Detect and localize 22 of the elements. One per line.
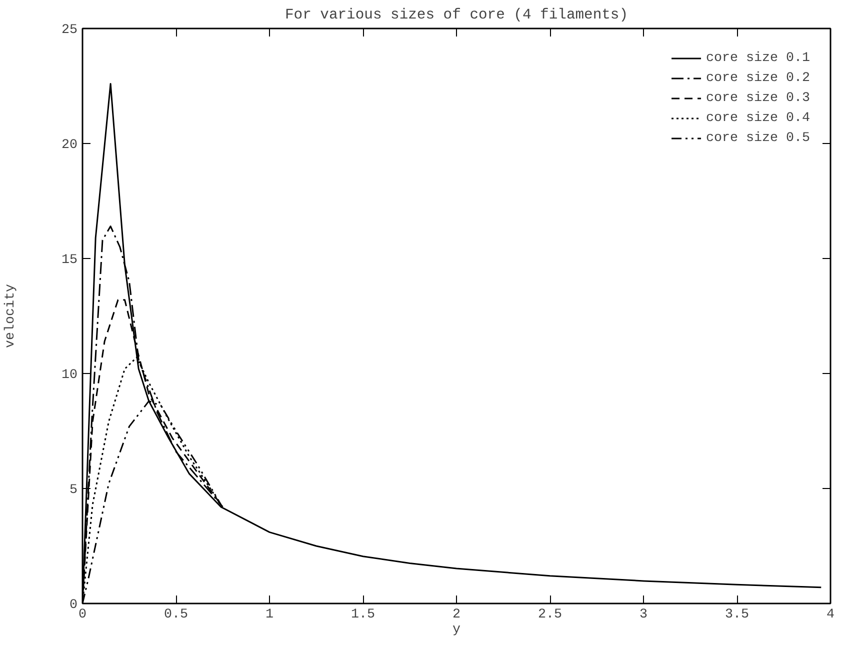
x-tick-label: 2 <box>452 608 460 622</box>
y-tick-label: 0 <box>70 598 78 613</box>
legend-label: core size 0.3 <box>706 90 810 106</box>
y-axis-title: velocity <box>4 284 19 348</box>
chart-title: For various sizes of core (4 filaments) <box>284 8 628 24</box>
y-tick-label: 5 <box>70 483 78 498</box>
legend-label: core size 0.1 <box>706 50 810 66</box>
legend-label: core size 0.5 <box>706 130 810 146</box>
x-tick-label: 0.5 <box>164 608 188 622</box>
legend-label: core size 0.2 <box>706 70 810 86</box>
x-tick-label: 3 <box>640 608 648 622</box>
legend-label: core size 0.4 <box>706 110 810 126</box>
x-tick-label: 1.5 <box>351 608 376 622</box>
x-tick-label: 4 <box>826 608 834 622</box>
y-tick-label: 25 <box>62 23 78 38</box>
x-tick-label: 1 <box>266 608 274 622</box>
y-tick-label: 15 <box>62 253 78 268</box>
y-tick-label: 20 <box>62 138 78 153</box>
x-tick-label: 2.5 <box>538 608 562 622</box>
x-axis-title: y <box>452 622 460 638</box>
x-tick-label: 3.5 <box>725 608 750 622</box>
y-tick-label: 10 <box>62 368 78 383</box>
